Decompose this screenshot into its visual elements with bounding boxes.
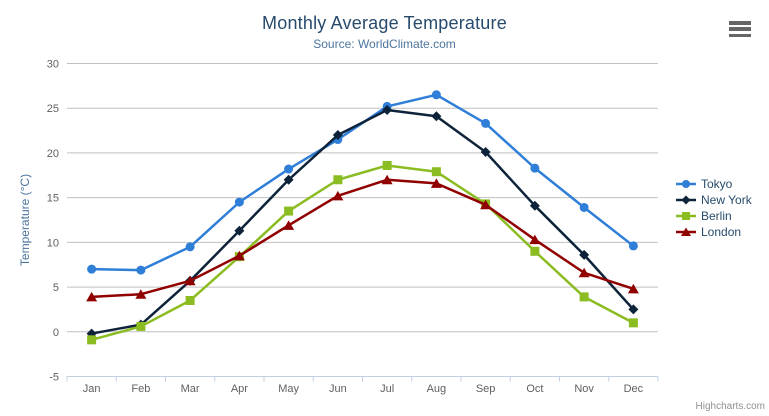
data-point-new-york-Apr[interactable] <box>234 225 245 236</box>
data-point-tokyo-Mar[interactable] <box>185 242 195 252</box>
data-point-tokyo-Sep[interactable] <box>481 118 491 128</box>
data-point-new-york-Nov[interactable] <box>579 249 590 260</box>
data-point-new-york-Sep[interactable] <box>480 147 491 158</box>
x-axis-label: Dec <box>624 383 644 395</box>
y-axis-label: 5 <box>53 282 59 294</box>
legend-item-berlin[interactable]: Berlin <box>676 208 752 224</box>
data-point-berlin-Mar[interactable] <box>185 295 195 305</box>
legend-symbol-diamond-icon <box>676 195 696 205</box>
y-axis-label: -5 <box>49 372 59 384</box>
hamburger-icon <box>729 33 751 37</box>
legend-item-new-york[interactable]: New York <box>676 192 752 208</box>
export-menu-button[interactable] <box>729 21 751 37</box>
y-axis-label: 10 <box>47 237 59 249</box>
data-point-tokyo-May[interactable] <box>284 164 294 174</box>
data-point-berlin-Jan[interactable] <box>87 335 97 345</box>
legend-label: Berlin <box>701 209 732 223</box>
x-axis-label: Jan <box>83 383 101 395</box>
data-point-london-Feb[interactable] <box>135 289 147 299</box>
data-point-new-york-Aug[interactable] <box>431 111 442 122</box>
data-point-london-Oct[interactable] <box>529 234 541 245</box>
series-line-new-york[interactable] <box>90 108 635 335</box>
data-point-tokyo-Apr[interactable] <box>234 197 244 207</box>
data-point-berlin-Aug[interactable] <box>431 167 441 177</box>
series-line-berlin[interactable] <box>90 164 635 342</box>
x-axis-label: Mar <box>181 383 200 395</box>
data-point-berlin-Jul[interactable] <box>382 160 392 170</box>
x-axis-label: Jul <box>380 383 394 395</box>
data-point-london-May[interactable] <box>283 220 295 230</box>
data-point-tokyo-Dec[interactable] <box>628 241 638 251</box>
data-point-berlin-Feb[interactable] <box>136 321 146 331</box>
data-point-london-Apr[interactable] <box>233 250 245 261</box>
y-axis-title: Temperature (°C) <box>18 173 32 267</box>
x-axis-label: Nov <box>574 383 594 395</box>
legend-label: Tokyo <box>701 177 733 191</box>
data-point-tokyo-Feb[interactable] <box>136 265 146 275</box>
credits-link[interactable]: Highcharts.com <box>695 401 765 412</box>
data-point-london-Sep[interactable] <box>480 199 492 210</box>
legend-symbol-triangle-icon <box>676 227 696 236</box>
data-point-new-york-Jun[interactable] <box>332 130 343 141</box>
legend: Tokyo New York Berlin London <box>676 176 752 240</box>
data-point-london-Jan[interactable] <box>86 291 98 302</box>
chart-title: Monthly Average Temperature <box>262 13 507 33</box>
hamburger-icon <box>729 27 751 31</box>
legend-symbol-circle-icon <box>676 180 696 188</box>
y-axis-label: 15 <box>47 193 59 205</box>
data-point-tokyo-Oct[interactable] <box>530 163 540 173</box>
data-point-new-york-Dec[interactable] <box>628 304 639 315</box>
legend-label: New York <box>701 193 752 207</box>
y-axis-label: 0 <box>53 327 59 339</box>
y-axis-label: 25 <box>47 103 59 115</box>
chart-subtitle: Source: WorldClimate.com <box>313 37 456 51</box>
x-axis-label: Apr <box>231 383 248 395</box>
data-point-tokyo-Aug[interactable] <box>431 90 441 100</box>
data-point-new-york-Oct[interactable] <box>529 200 540 211</box>
data-point-london-Jun[interactable] <box>332 190 344 201</box>
data-point-berlin-May[interactable] <box>284 206 294 216</box>
legend-symbol-square-icon <box>676 212 696 220</box>
data-point-london-Mar[interactable] <box>184 275 196 286</box>
data-point-tokyo-Nov[interactable] <box>579 202 589 212</box>
series-line-london[interactable] <box>90 178 635 299</box>
hamburger-icon <box>729 21 751 25</box>
data-point-new-york-Jul[interactable] <box>382 105 393 116</box>
data-point-berlin-Dec[interactable] <box>628 318 638 328</box>
legend-item-london[interactable]: London <box>676 224 752 240</box>
x-axis-label: Sep <box>476 383 496 395</box>
data-point-tokyo-Jan[interactable] <box>87 264 97 274</box>
x-axis-label: Oct <box>526 383 543 395</box>
y-axis-label: 20 <box>47 148 59 160</box>
x-axis-label: Jun <box>329 383 347 395</box>
data-point-berlin-Jun[interactable] <box>333 175 343 185</box>
data-point-london-Jul[interactable] <box>381 174 393 185</box>
x-axis-label: Aug <box>427 383 447 395</box>
data-point-london-Dec[interactable] <box>627 283 639 294</box>
data-point-berlin-Nov[interactable] <box>579 292 589 302</box>
series-line-tokyo[interactable] <box>90 93 635 272</box>
x-axis-label: May <box>278 383 299 395</box>
data-point-london-Aug[interactable] <box>430 178 442 188</box>
legend-item-tokyo[interactable]: Tokyo <box>676 176 752 192</box>
data-point-berlin-Oct[interactable] <box>530 246 540 256</box>
data-point-new-york-May[interactable] <box>283 174 294 185</box>
y-axis-label: 30 <box>47 59 59 71</box>
legend-label: London <box>701 225 742 239</box>
x-axis-label: Feb <box>131 383 150 395</box>
data-point-london-Nov[interactable] <box>578 267 590 278</box>
